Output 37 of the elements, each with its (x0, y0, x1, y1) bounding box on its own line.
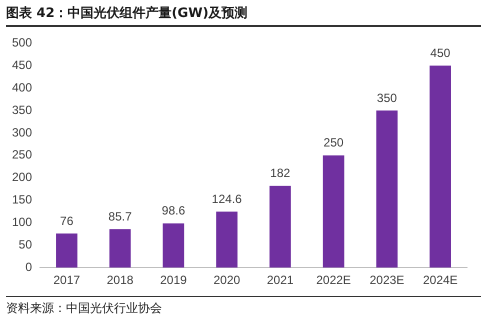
y-tick-label: 300 (12, 125, 32, 140)
data-label: 124.6 (212, 192, 242, 206)
x-tick-label: 2024E (422, 273, 458, 288)
y-tick-label: 350 (12, 102, 32, 117)
x-tick-label: 2019 (160, 273, 188, 288)
data-label: 98.6 (162, 204, 186, 218)
x-tick-label: 2021 (266, 273, 294, 288)
data-label: 450 (430, 46, 451, 60)
y-tick-label: 450 (12, 58, 32, 72)
bar (270, 186, 291, 268)
x-tick-label: 2022E (316, 273, 351, 288)
bar (56, 233, 78, 268)
data-label: 182 (270, 166, 291, 180)
y-tick-label: 100 (12, 215, 32, 230)
x-tick-label: 2023E (370, 273, 404, 288)
text: 资料来源：中国光伏行业协会 (6, 296, 481, 317)
x-tick-label: 2018 (106, 273, 134, 288)
data-label: 350 (376, 90, 398, 105)
y-tick-label: 400 (12, 80, 32, 94)
data-label: 250 (324, 136, 344, 150)
bar (430, 66, 451, 268)
y-tick-label: 50 (18, 237, 32, 252)
bar (376, 110, 398, 268)
chart-title: 图表 42：中国光伏组件产量(GW)及预测 (6, 4, 481, 27)
y-tick-label: 200 (12, 170, 32, 184)
x-tick-label: 2017 (53, 273, 80, 288)
bar (322, 155, 344, 268)
y-tick-label: 250 (12, 148, 32, 162)
y-tick-label: 150 (12, 192, 32, 207)
bar (162, 223, 184, 268)
data-label: 85.7 (108, 209, 132, 224)
y-tick-label: 500 (12, 36, 32, 50)
data-label: 76 (60, 214, 74, 228)
bar (216, 212, 238, 268)
x-tick-label: 2020 (213, 273, 240, 288)
y-tick-label: 0 (25, 260, 32, 274)
bar (109, 229, 131, 268)
